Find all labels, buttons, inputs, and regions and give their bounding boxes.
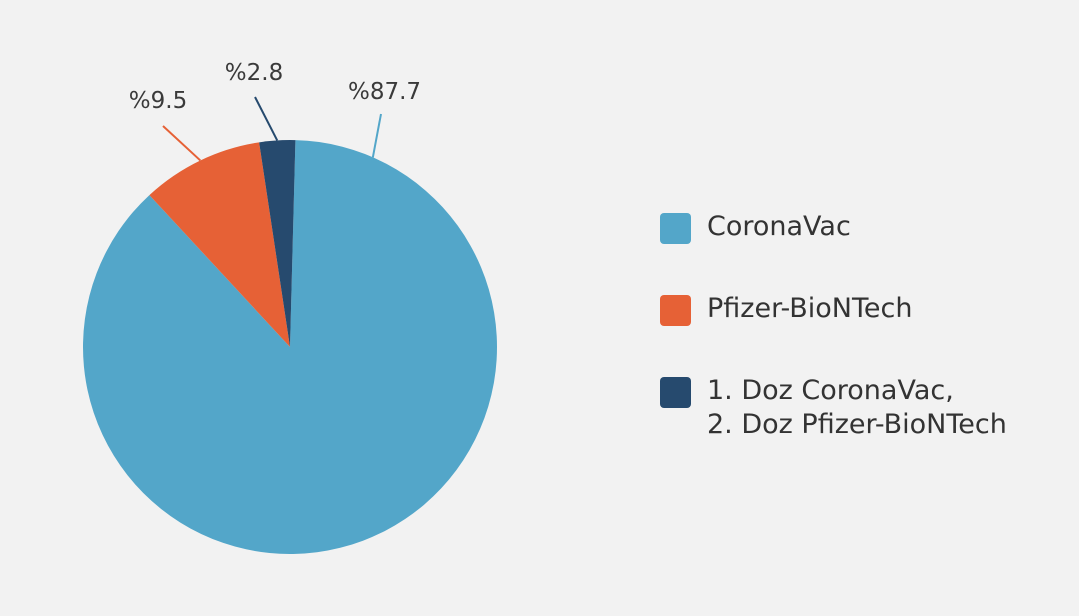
pie-slice-coronavac	[83, 140, 497, 555]
slice-labels: %87.7 %9.5 %2.8	[129, 60, 421, 114]
legend-swatch-coronavac	[660, 213, 691, 244]
pie-slice-pfizer	[149, 142, 290, 347]
slices	[83, 140, 497, 555]
leader-line-mixed	[254, 96, 279, 141]
slice-label-pfizer: %9.5	[129, 88, 187, 114]
pie-slice-mixed	[259, 140, 296, 347]
legend-label-line: CoronaVac	[707, 211, 851, 242]
legend-label-line: 2. Doz Pfizer-BioNTech	[707, 409, 1007, 440]
leader-lines	[162, 96, 382, 162]
leader-line-pfizer	[162, 125, 201, 162]
legend-label-line: 1. Doz CoronaVac,	[707, 375, 954, 406]
legend-label-coronavac: CoronaVac	[707, 210, 851, 244]
legend-label-mixed: 1. Doz CoronaVac, 2. Doz Pfizer-BioNTech	[707, 374, 1007, 442]
legend-swatch-pfizer	[660, 295, 691, 326]
legend-label-pfizer: Pfizer-BioNTech	[707, 292, 912, 326]
slice-label-coronavac: %87.7	[348, 79, 421, 105]
legend-swatch-mixed	[660, 377, 691, 408]
slice-label-mixed: %2.8	[225, 60, 283, 86]
leader-line-coronavac	[371, 113, 382, 158]
legend-label-line: Pfizer-BioNTech	[707, 293, 913, 324]
